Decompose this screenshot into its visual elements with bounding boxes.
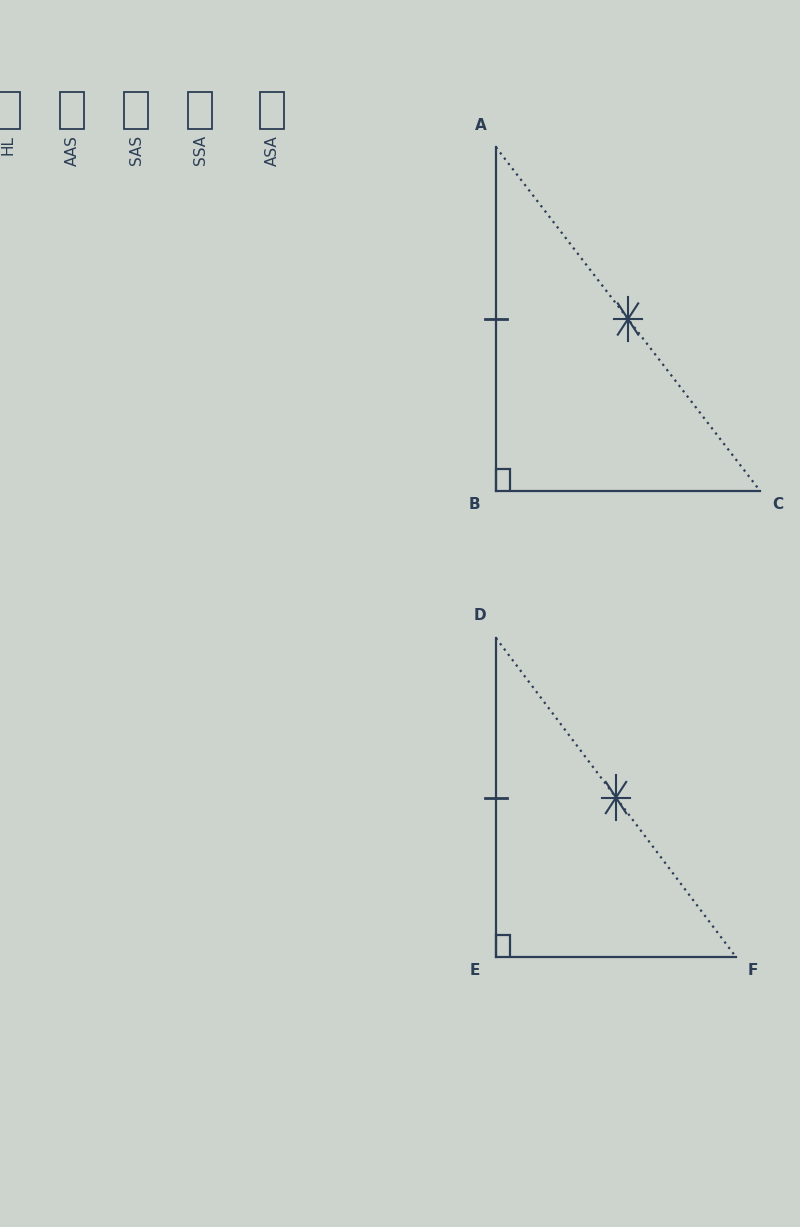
Bar [0, 92, 20, 129]
Text: SSA: SSA [193, 135, 207, 166]
Bar [124, 92, 148, 129]
Text: ASA: ASA [265, 135, 279, 166]
Bar [60, 92, 84, 129]
Text: AAS: AAS [65, 135, 79, 166]
Text: A: A [474, 118, 486, 133]
Text: HL: HL [1, 135, 15, 155]
Text: F: F [748, 963, 758, 978]
Bar [260, 92, 284, 129]
Text: SAS: SAS [129, 135, 143, 166]
Text: B: B [468, 497, 480, 512]
Bar [188, 92, 212, 129]
Text: D: D [474, 609, 486, 623]
Text: E: E [470, 963, 480, 978]
Text: C: C [772, 497, 783, 512]
